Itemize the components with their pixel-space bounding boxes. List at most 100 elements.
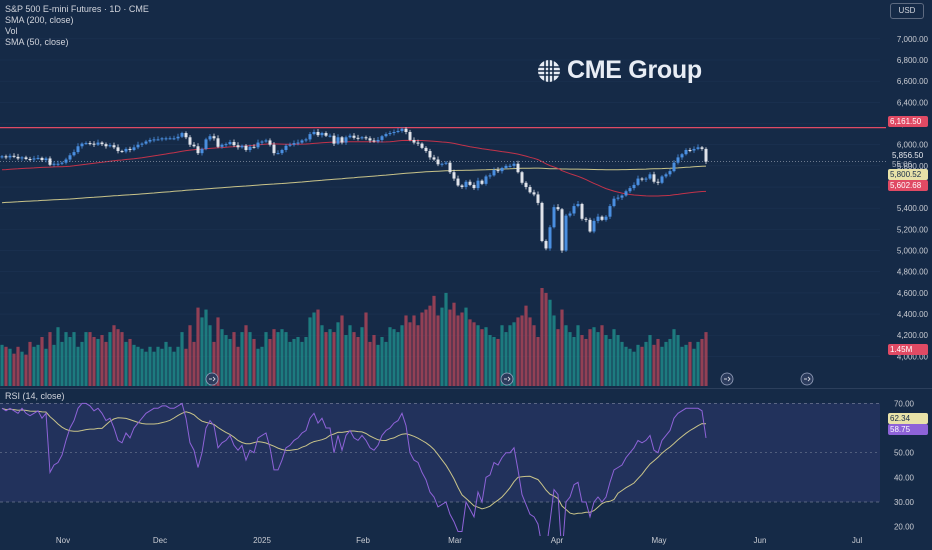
candle-body: [160, 138, 164, 140]
event-icon[interactable]: [800, 372, 814, 386]
candlesticks: [0, 127, 708, 253]
candle-body: [148, 139, 152, 142]
volume-bar: [520, 315, 524, 386]
candle-body: [616, 197, 620, 199]
volume-bar: [236, 346, 240, 386]
volume-bar: [616, 335, 620, 386]
candle-body: [448, 162, 452, 173]
candle-body: [592, 220, 596, 232]
volume-bar: [108, 332, 112, 386]
candle-body: [144, 141, 148, 144]
candle-body: [568, 213, 572, 216]
volume-bar: [296, 337, 300, 386]
candle-body: [496, 170, 500, 172]
volume-bar: [396, 332, 400, 386]
candle-body: [204, 139, 208, 149]
legend-sma200[interactable]: SMA (200, close): [5, 15, 74, 25]
volume-bar: [240, 332, 244, 386]
candle-body: [668, 171, 672, 175]
volume-bar: [528, 317, 532, 386]
candle-body: [520, 172, 524, 183]
volume-bar: [408, 322, 412, 386]
candle-body: [116, 147, 120, 152]
volume-bar: [176, 346, 180, 386]
event-icon[interactable]: [500, 372, 514, 386]
volume-bar: [280, 329, 284, 386]
candle-body: [36, 157, 40, 159]
volume-bar: [608, 338, 612, 386]
candle-body: [380, 136, 384, 140]
volume-bar: [596, 332, 600, 386]
currency-button[interactable]: USD: [890, 3, 924, 19]
symbol-title[interactable]: S&P 500 E-mini Futures · 1D · CME: [5, 4, 149, 14]
legend-sma50[interactable]: SMA (50, close): [5, 37, 69, 47]
volume-bar: [624, 346, 628, 386]
volume-bar: [144, 351, 148, 386]
volume-bar: [304, 337, 308, 386]
volume-bar: [664, 341, 668, 386]
volume-bar: [540, 288, 544, 386]
volume-bars: [0, 288, 708, 386]
candle-body: [688, 149, 692, 151]
time-axis[interactable]: Nov Dec 2025 Feb Mar Apr May Jun Jul: [0, 536, 880, 550]
candle-body: [664, 174, 668, 177]
candle-body: [704, 148, 708, 162]
legend-vol[interactable]: Vol: [5, 26, 18, 36]
candle-body: [100, 142, 104, 145]
candle-body: [252, 146, 256, 148]
candle-body: [88, 143, 92, 145]
volume-bar: [564, 325, 568, 386]
rsi-tick: 40.00: [894, 473, 915, 482]
candle-body: [484, 176, 488, 184]
volume-bar: [696, 341, 700, 386]
volume-bar: [388, 327, 392, 386]
volume-bar: [460, 312, 464, 386]
event-icon[interactable]: [720, 372, 734, 386]
volume-bar: [16, 346, 20, 386]
volume-bar: [28, 341, 32, 386]
candle-body: [48, 158, 52, 165]
candle-body: [580, 203, 584, 219]
price-tick: 7,000.00: [897, 35, 929, 44]
price-axis-ticks: 7,000.006,800.006,600.006,400.006,200.00…: [897, 35, 929, 362]
volume-bar: [24, 354, 28, 386]
candle-body: [444, 162, 448, 164]
price-tick: 6,600.00: [897, 77, 929, 86]
event-markers[interactable]: [205, 372, 814, 386]
volume-bar: [676, 335, 680, 386]
volume-bar: [572, 337, 576, 386]
candle-body: [364, 137, 368, 139]
candle-body: [400, 128, 404, 131]
volume-bar: [300, 341, 304, 386]
candle-body: [320, 133, 324, 136]
price-panel[interactable]: 7,000.006,800.006,600.006,400.006,200.00…: [0, 0, 932, 388]
candle-body: [44, 158, 48, 161]
volume-bar: [168, 346, 172, 386]
legend-rsi[interactable]: RSI (14, close): [5, 391, 65, 401]
volume-bar: [188, 325, 192, 386]
volume-bar: [324, 332, 328, 386]
candle-body: [556, 207, 560, 210]
volume-bar: [376, 344, 380, 386]
candle-body: [268, 140, 272, 145]
volume-bar: [416, 325, 420, 386]
volume-bar: [320, 325, 324, 386]
candle-body: [684, 149, 688, 155]
candle-body: [140, 143, 144, 145]
candle-body: [600, 216, 604, 220]
candle-body: [12, 155, 16, 157]
volume-bar: [4, 346, 8, 386]
volume-bar: [640, 346, 644, 386]
candle-body: [420, 143, 424, 148]
volume-bar: [344, 335, 348, 386]
event-icon[interactable]: [205, 372, 219, 386]
candle-body: [432, 157, 436, 160]
candle-body: [384, 134, 388, 137]
candle-body: [256, 142, 260, 148]
cme-logo: CME Group: [537, 56, 702, 85]
candle-body: [212, 136, 216, 139]
candle-body: [340, 137, 344, 143]
volume-bar: [488, 335, 492, 386]
candle-body: [248, 146, 252, 150]
